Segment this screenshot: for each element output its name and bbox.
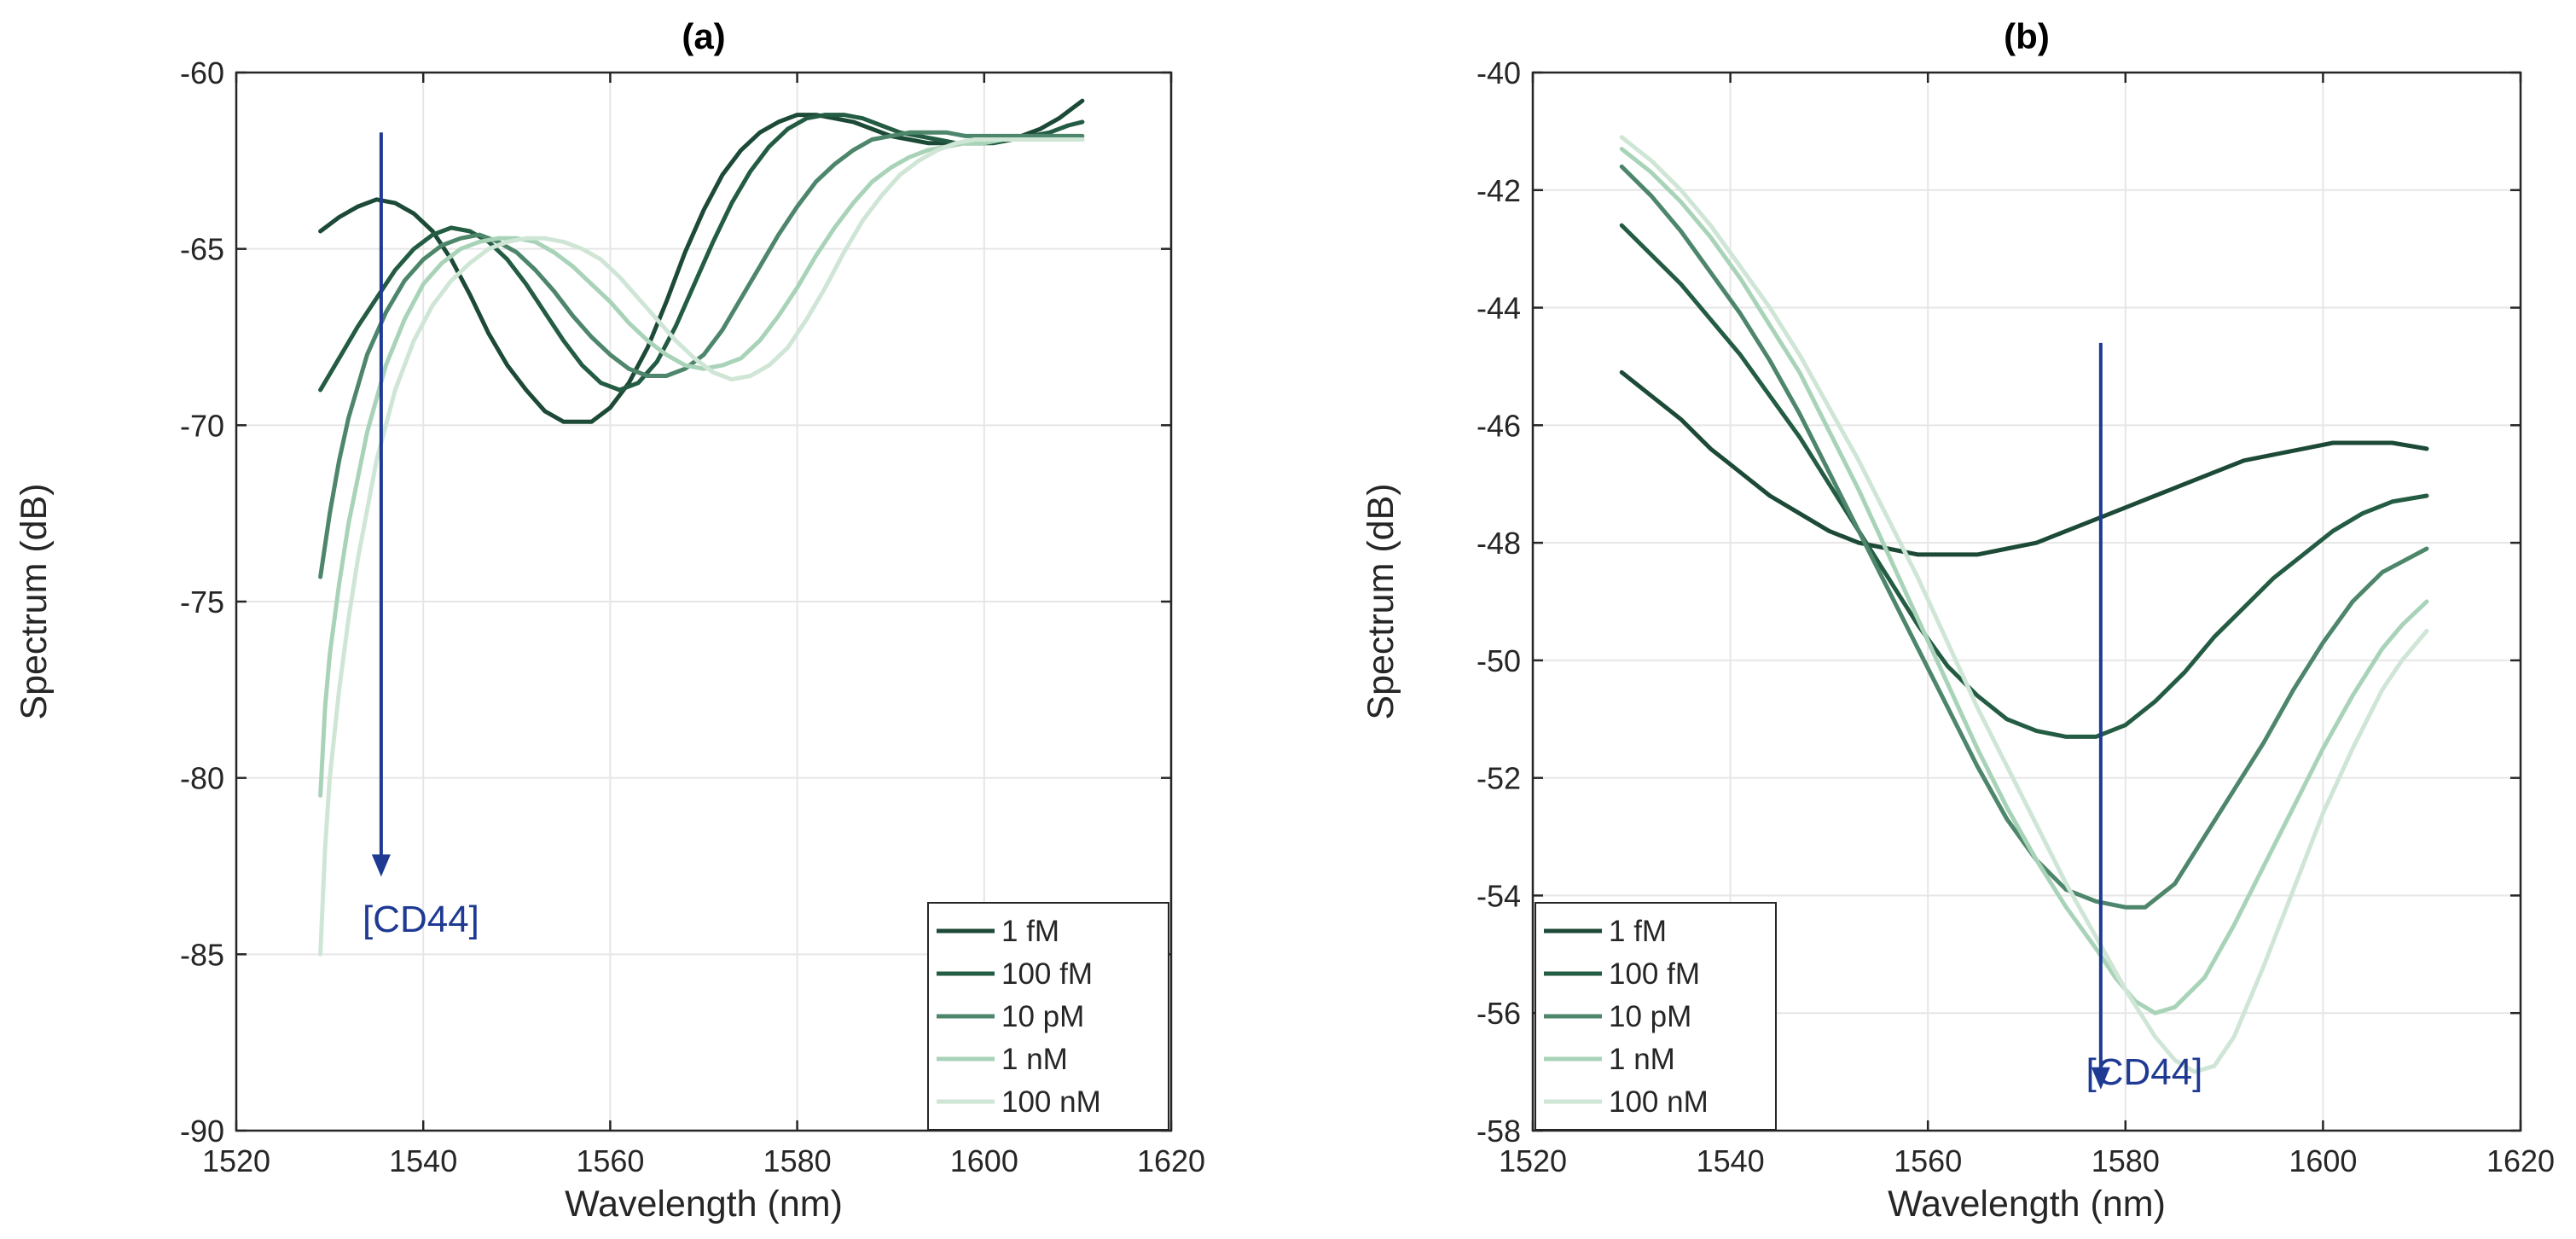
chart-b-legend-label-1: 100 fM xyxy=(1609,957,1700,991)
chart-b-axes-frame xyxy=(1531,71,2522,1132)
chart-a-series-line-4 xyxy=(318,137,1085,957)
chart-a-xtick-label-5: 1620 xyxy=(1137,1143,1205,1178)
chart-panel-a: 1520 1540 1560 1580 1600 1620 -90 -85 -80 -75 -70 -… xyxy=(14,16,1205,1224)
chart-a-ytick-label-4: -70 xyxy=(180,408,224,443)
chart-a-legend-label-3: 1 nM xyxy=(1001,1043,1068,1076)
chart-a-ytick-label-5: -65 xyxy=(180,232,224,267)
chart-panel-b: 1520 1540 1560 1580 1600 1620 -58 -56 -54 -52 -50 -… xyxy=(1361,16,2555,1224)
chart-a-legend-label-4: 100 nM xyxy=(1001,1085,1101,1119)
chart-a-ticks: 1520 1540 1560 1580 1600 1620 -90 -85 -80 -75 -70 -… xyxy=(180,55,1205,1178)
chart-b-series-line-0 xyxy=(1619,369,2429,557)
chart-a-ytick-label-1: -85 xyxy=(180,937,224,972)
chart-a-ytick-label-3: -75 xyxy=(180,585,224,620)
chart-b-series-line-2 xyxy=(1619,164,2429,910)
chart-a-xtick-label-0: 1520 xyxy=(202,1143,270,1178)
chart-a-series-line-0 xyxy=(318,98,1085,424)
chart-b-legend-label-3: 1 nM xyxy=(1609,1043,1675,1076)
chart-a-series-group xyxy=(318,98,1085,957)
chart-b-annotation: [CD44] xyxy=(2086,342,2202,1093)
chart-a-xtick-label-1: 1540 xyxy=(389,1143,457,1178)
chart-b-ytick-label-5: -48 xyxy=(1477,526,1521,561)
chart-b-legend: 1 fM 100 fM 10 pM 1 nM 100 nM xyxy=(1535,902,1777,1131)
chart-b-series-line-1 xyxy=(1619,223,2429,739)
chart-b-ytick-label-2: -54 xyxy=(1477,878,1521,913)
chart-a-series-line-2 xyxy=(318,130,1085,579)
chart-a-annotation-label: [CD44] xyxy=(363,899,479,940)
chart-a-ytick-label-6: -60 xyxy=(180,55,224,90)
chart-b-ytick-label-0: -58 xyxy=(1477,1114,1521,1149)
chart-b-xtick-label-0: 1520 xyxy=(1499,1143,1567,1178)
chart-b-xtick-label-2: 1560 xyxy=(1894,1143,1962,1178)
chart-b-legend-label-0: 1 fM xyxy=(1609,915,1667,948)
chart-a-annotation-arrowhead xyxy=(371,854,391,877)
chart-b-series-line-3 xyxy=(1619,147,2429,1015)
chart-a-legend-label-1: 100 fM xyxy=(1001,957,1093,991)
chart-b-xtick-label-3: 1580 xyxy=(2092,1143,2160,1178)
chart-b-ylabel: Spectrum (dB) xyxy=(1361,483,1401,719)
chart-b-xlabel: Wavelength (nm) xyxy=(1888,1184,2166,1224)
chart-a-legend-label-2: 10 pM xyxy=(1001,1000,1084,1033)
chart-b-ytick-label-1: -56 xyxy=(1477,996,1521,1031)
chart-a-ytick-label-0: -90 xyxy=(180,1114,224,1149)
chart-a-grid xyxy=(236,73,1171,1131)
chart-a-annotation: [CD44] xyxy=(363,132,479,940)
chart-b-ytick-label-4: -50 xyxy=(1477,643,1521,678)
chart-a-xtick-label-3: 1580 xyxy=(763,1143,832,1178)
chart-a-xlabel: Wavelength (nm) xyxy=(565,1184,843,1224)
chart-b-xtick-label-4: 1600 xyxy=(2289,1143,2357,1178)
chart-b-ytick-label-6: -46 xyxy=(1477,408,1521,443)
chart-a-series-line-3 xyxy=(318,137,1085,798)
chart-b-ytick-label-7: -44 xyxy=(1477,291,1521,326)
chart-b-title: (b) xyxy=(2004,16,2050,56)
chart-b-ticks: 1520 1540 1560 1580 1600 1620 -58 -56 -54 -52 -50 -… xyxy=(1477,55,2555,1178)
chart-b-annotation-arrowhead xyxy=(2091,1067,2110,1090)
chart-a-xtick-label-2: 1560 xyxy=(576,1143,644,1178)
chart-b-xtick-label-5: 1620 xyxy=(2486,1143,2555,1178)
chart-b-ytick-label-8: -42 xyxy=(1477,173,1521,208)
chart-b-series-line-4 xyxy=(1619,135,2429,1074)
chart-b-legend-label-2: 10 pM xyxy=(1609,1000,1691,1033)
chart-a-legend: 1 fM 100 fM 10 pM 1 nM 100 nM xyxy=(927,902,1169,1131)
chart-a-ytick-label-2: -80 xyxy=(180,761,224,796)
chart-b-series-group xyxy=(1619,135,2429,1074)
chart-b-ytick-label-3: -52 xyxy=(1477,761,1521,796)
chart-a-legend-label-0: 1 fM xyxy=(1001,915,1059,948)
chart-b-ytick-label-9: -40 xyxy=(1477,55,1521,90)
chart-a-ylabel: Spectrum (dB) xyxy=(14,483,55,719)
chart-a-title: (a) xyxy=(682,16,725,56)
chart-b-xtick-label-1: 1540 xyxy=(1697,1143,1765,1178)
chart-a-xtick-label-4: 1600 xyxy=(950,1143,1018,1178)
chart-b-annotation-label: [CD44] xyxy=(2086,1051,2202,1093)
chart-b-legend-label-4: 100 nM xyxy=(1609,1085,1709,1119)
